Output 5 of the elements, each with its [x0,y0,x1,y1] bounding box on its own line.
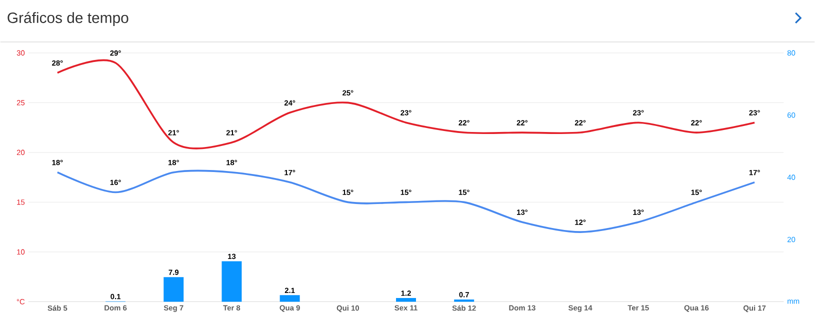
bar [222,261,242,302]
chart-title: Gráficos de tempo [8,12,128,26]
bar [280,295,300,302]
bar [396,298,416,302]
bar [164,277,184,302]
